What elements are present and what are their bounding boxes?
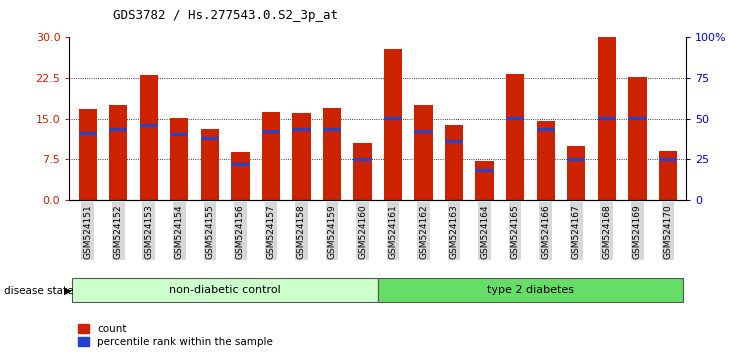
Bar (262, 130, 280, 133)
Text: GSM524152: GSM524152 (114, 204, 123, 258)
Bar (292, 129, 310, 131)
Bar (475, 169, 493, 172)
Text: GSM524161: GSM524161 (388, 204, 398, 259)
Bar (598, 117, 616, 120)
Bar (170, 133, 188, 136)
FancyBboxPatch shape (72, 278, 377, 302)
Bar (201, 130, 219, 200)
Bar (384, 49, 402, 200)
Text: disease state: disease state (4, 286, 73, 296)
Bar (323, 108, 341, 200)
Text: GSM524165: GSM524165 (511, 204, 520, 259)
Bar (109, 105, 127, 200)
Text: GSM524160: GSM524160 (358, 204, 367, 259)
Text: GSM524154: GSM524154 (174, 204, 184, 258)
Bar (353, 158, 372, 161)
Text: ▶: ▶ (64, 286, 72, 296)
Text: GSM524170: GSM524170 (664, 204, 672, 259)
Text: GSM524157: GSM524157 (266, 204, 275, 259)
Bar (415, 130, 433, 133)
Bar (353, 143, 372, 200)
Text: GSM524159: GSM524159 (328, 204, 337, 259)
Bar (629, 77, 647, 200)
Bar (262, 112, 280, 200)
Bar (658, 158, 677, 161)
Bar (506, 74, 524, 200)
Bar (170, 118, 188, 200)
Text: GSM524164: GSM524164 (480, 204, 489, 258)
Bar (79, 132, 97, 135)
Bar (598, 37, 616, 200)
Bar (201, 137, 219, 139)
Bar (567, 158, 585, 161)
Bar (475, 161, 493, 200)
Bar (323, 129, 341, 131)
Bar (445, 125, 464, 200)
Text: type 2 diabetes: type 2 diabetes (487, 285, 574, 295)
Text: GSM524151: GSM524151 (83, 204, 92, 259)
Text: GSM524162: GSM524162 (419, 204, 428, 258)
Bar (139, 75, 158, 200)
Text: GDS3782 / Hs.277543.0.S2_3p_at: GDS3782 / Hs.277543.0.S2_3p_at (113, 9, 338, 22)
Text: non-diabetic control: non-diabetic control (169, 285, 281, 295)
Bar (231, 163, 250, 166)
Text: GSM524163: GSM524163 (450, 204, 458, 259)
Bar (629, 117, 647, 120)
Bar (415, 105, 433, 200)
Bar (139, 124, 158, 127)
Bar (567, 146, 585, 200)
Bar (79, 109, 97, 200)
Bar (506, 117, 524, 120)
Text: GSM524168: GSM524168 (602, 204, 611, 259)
Text: GSM524156: GSM524156 (236, 204, 245, 259)
Bar (109, 129, 127, 131)
Text: GSM524155: GSM524155 (205, 204, 215, 259)
Bar (231, 152, 250, 200)
FancyBboxPatch shape (377, 278, 683, 302)
Text: GSM524169: GSM524169 (633, 204, 642, 259)
Bar (445, 140, 464, 143)
Bar (537, 121, 555, 200)
Bar (292, 113, 310, 200)
Bar (658, 151, 677, 200)
Bar (384, 117, 402, 120)
Legend: count, percentile rank within the sample: count, percentile rank within the sample (78, 324, 273, 347)
Text: GSM524153: GSM524153 (145, 204, 153, 259)
Text: GSM524167: GSM524167 (572, 204, 581, 259)
Text: GSM524158: GSM524158 (297, 204, 306, 259)
Text: GSM524166: GSM524166 (541, 204, 550, 259)
Bar (537, 129, 555, 131)
